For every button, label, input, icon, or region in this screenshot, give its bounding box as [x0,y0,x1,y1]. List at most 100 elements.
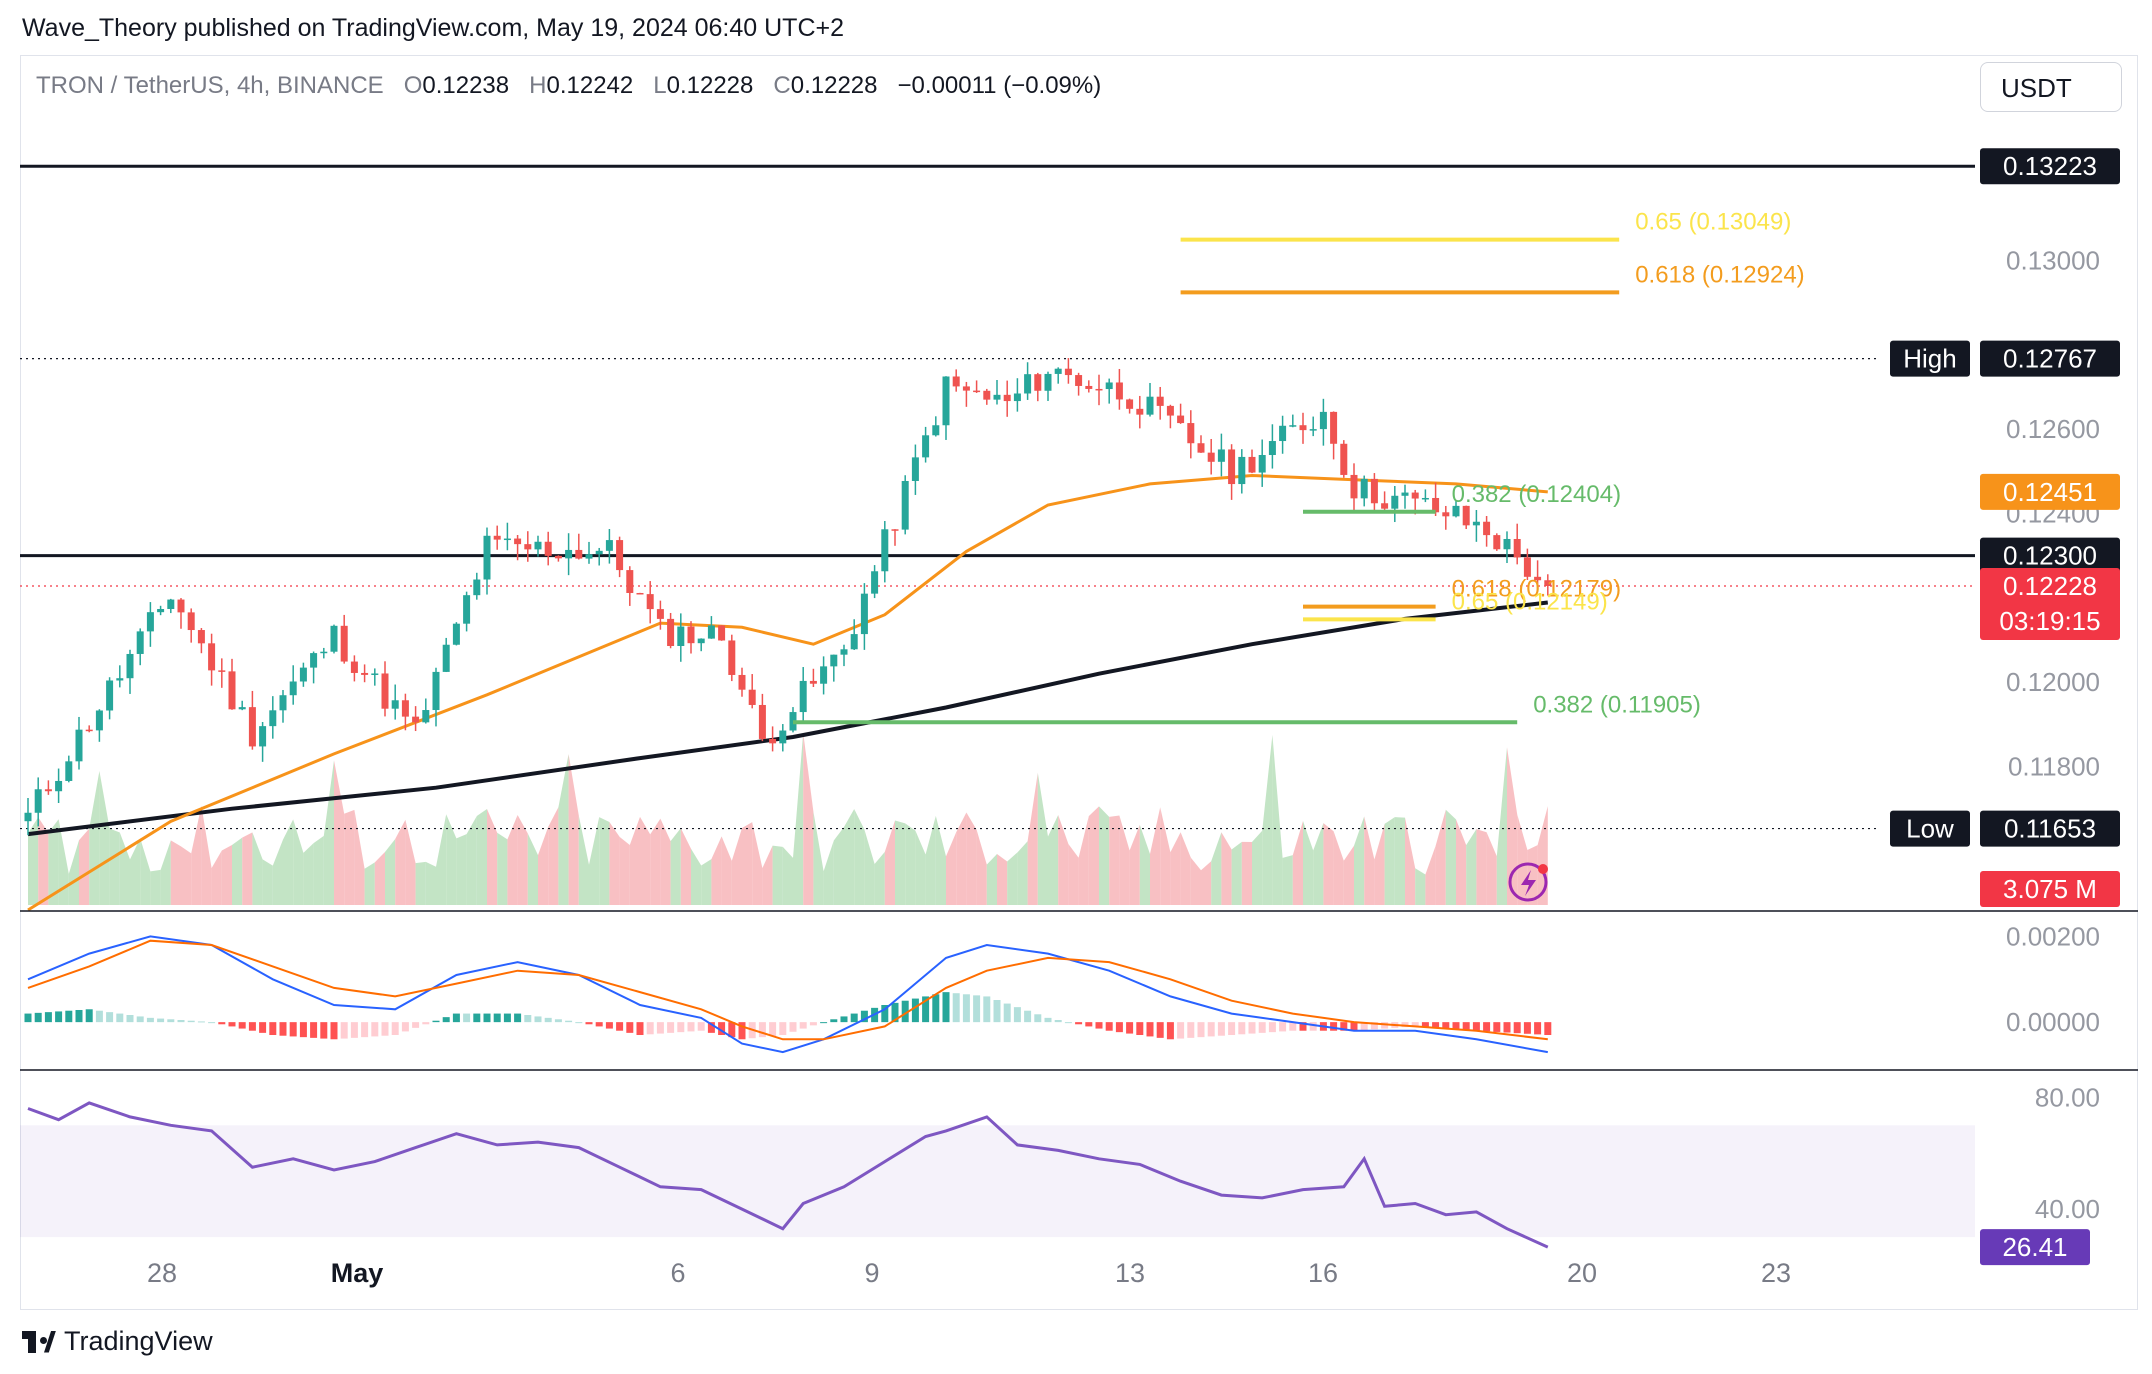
last-price-badge: 0.12228 [2003,571,2097,601]
volume-area-slice [986,854,997,905]
macd-histogram-bar [1299,1022,1307,1031]
macd-histogram-bar [248,1022,256,1031]
candle-body [1105,382,1113,390]
macd-axis-tick: 0.00200 [2006,921,2100,951]
volume-area-slice [691,848,702,905]
price-axis-tick: 0.13000 [2006,245,2100,275]
volume-area-slice [874,851,885,905]
candle-body [157,609,165,613]
volume-area-slice [354,809,365,905]
macd-histogram-bar [1187,1022,1195,1038]
candle-body [1238,456,1246,485]
time-axis-tick: May [331,1258,384,1288]
alert-lightning-icon-ring [1508,862,1548,902]
volume-area-slice [109,828,120,905]
candle-body [1340,443,1348,475]
volume-area-slice [629,816,640,905]
macd-histogram-bar [340,1022,348,1039]
macd-histogram-bar [116,1013,124,1023]
level-price-badge: 0.13223 [2003,151,2097,181]
candle-body [1421,497,1429,500]
volume-area-slice [1099,806,1110,905]
volume-area-slice [895,820,906,905]
candle-body [106,680,114,711]
candle-body [116,678,124,681]
volume-area-slice [48,819,59,905]
candle-body [55,780,63,792]
macd-histogram-bar [1126,1022,1134,1034]
candle-body [942,376,950,426]
volume-area-slice [1282,855,1293,905]
candle-body [616,540,624,571]
volume-area-slice [119,832,130,905]
macd-histogram-bar [1442,1022,1450,1029]
macd-histogram-bar [106,1012,114,1023]
volume-area-slice [1119,815,1130,905]
volume-area-slice [1313,823,1324,905]
volume-area-slice [395,819,406,905]
macd-histogram-bar [1258,1022,1266,1033]
candle-body [34,789,42,813]
volume-badge-bg [1980,871,2120,907]
volume-area-slice [1150,807,1161,905]
volume-area-slice [1517,814,1528,905]
macd-histogram-bar [126,1015,134,1023]
candle-body [1034,374,1042,391]
volume-area-slice [28,817,39,905]
volume-area-slice [1048,814,1059,905]
volume-area-slice [1364,816,1375,905]
macd-histogram-bar [259,1022,267,1033]
macd-histogram-bar [1370,1022,1378,1030]
ema-short-badge-bg [1980,473,2120,510]
volume-area-slice [1241,841,1252,905]
price-badges-layer: 0.13223 0.12300 0.12767 High 0.11653 Low 0.124… [1508,148,2120,1266]
candle-body [463,595,471,624]
volume-area-slice [599,817,610,905]
candle-body [422,710,430,723]
macd-histogram-bar [1289,1022,1297,1031]
alert-lightning-icon-dot [1538,864,1548,874]
volume-area-slice [1486,832,1497,905]
macd-histogram-bar [463,1013,471,1023]
macd-histogram-bar [1411,1022,1419,1027]
volume-area-slice [762,845,773,905]
macd-histogram-bar [1034,1014,1042,1023]
macd-histogram-bar [707,1022,715,1033]
macd-histogram-bar [1166,1022,1174,1040]
volume-area-slice [946,832,957,905]
candle-body [769,738,777,744]
alert-lightning-icon [1508,862,1548,902]
macd-histogram-bar [718,1022,726,1035]
macd-histogram-bar [422,1022,430,1025]
macd-axis-tick: 0.00000 [2006,1007,2100,1037]
fib-level-label: 0.382 (0.12404) [1452,481,1621,508]
volume-area-slice [527,833,538,905]
macd-histogram-bar [330,1022,338,1040]
volume-area-slice [1333,831,1344,905]
macd-histogram-bar [1024,1010,1032,1023]
volume-area-slice [1201,861,1212,905]
macd-histogram-bar [595,1022,603,1027]
candle-body [330,625,338,652]
currency-button[interactable]: USDT [1980,62,2122,112]
macd-histogram-bar [1228,1022,1236,1035]
volume-area-slice [701,859,712,905]
macd-histogram-bar [1217,1022,1225,1036]
macd-histogram-bar [973,995,981,1023]
candle-body [1095,388,1103,391]
volume-area-slice [466,816,477,905]
candle-body [350,661,358,673]
macd-histogram-bar [1401,1022,1409,1028]
candle-body [860,593,868,635]
candle-body [1544,580,1552,586]
level-price-badge-bg [1980,537,2120,574]
time-axis-tick: 16 [1308,1258,1338,1288]
macd-histogram-bar [442,1017,450,1023]
candle-body [1126,399,1134,409]
candle-body [544,541,552,556]
macd-histogram-bar [585,1022,593,1025]
rsi-line [27,1101,1549,1249]
volume-area-slice [1476,829,1487,905]
tradingview-logo[interactable]: TradingView [22,1326,213,1357]
